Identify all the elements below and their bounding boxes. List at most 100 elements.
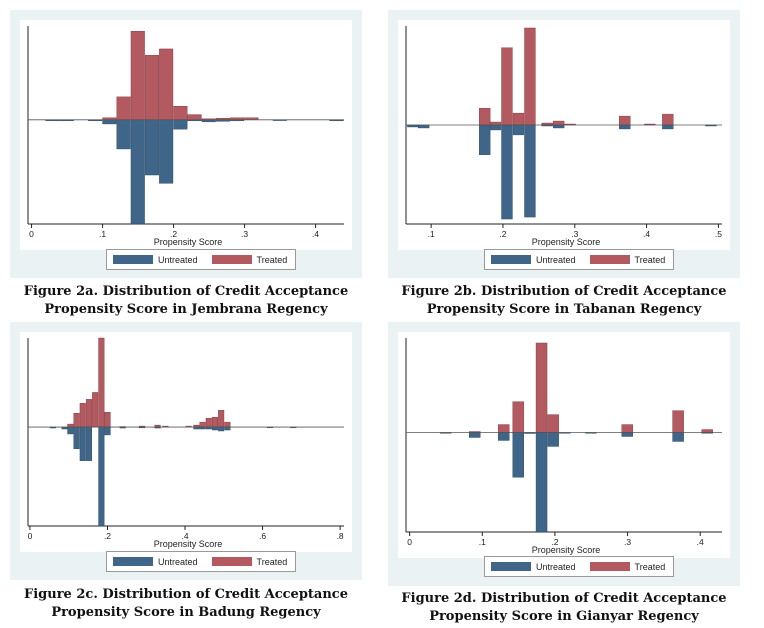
legend-swatch-untreated bbox=[491, 255, 531, 264]
x-tick-label: .4 bbox=[181, 531, 188, 541]
histogram-a: 0 .1 .2 .3 .4 Propensity Score bbox=[27, 26, 344, 247]
treated-bar bbox=[524, 27, 536, 126]
untreated-bar bbox=[553, 124, 565, 129]
treated-bar bbox=[205, 417, 212, 428]
caption-c-line-2: Propensity Score in Badung Regency bbox=[51, 605, 321, 620]
untreated-bar bbox=[524, 124, 536, 218]
histogram-c: 0 .2 .4 .6 .8 Propensity Score bbox=[27, 337, 344, 549]
caption-b-line-2: Propensity Score in Tabanan Regency bbox=[426, 302, 702, 317]
legend-label-treated: Treated bbox=[256, 254, 288, 265]
treated-bar bbox=[701, 429, 713, 433]
x-axis-title: Propensity Score bbox=[154, 237, 223, 247]
chart-panel-c: 0 .2 .4 .6 .8 Propensity Score Untreated Trea… bbox=[10, 322, 362, 580]
untreated-bar bbox=[418, 124, 430, 129]
x-axis-title: Propensity Score bbox=[532, 545, 601, 555]
x-tick-label: .2 bbox=[551, 537, 558, 547]
untreated-bar bbox=[102, 119, 117, 125]
chart-panel-b: .1 .2 .3 .4 .5 Propensity Score Untreated Tre… bbox=[388, 10, 740, 278]
treated-bar bbox=[85, 399, 92, 428]
x-tick-label: .2 bbox=[104, 531, 111, 541]
untreated-bar bbox=[619, 124, 631, 130]
untreated-bar bbox=[535, 432, 548, 533]
legend-label-treated: Treated bbox=[634, 561, 666, 572]
treated-bar bbox=[619, 115, 631, 126]
x-tick-label: .3 bbox=[241, 229, 248, 239]
x-tick-label: .4 bbox=[643, 229, 650, 239]
treated-bar bbox=[479, 107, 491, 126]
treated-bar bbox=[199, 421, 206, 428]
x-tick-label: .8 bbox=[337, 531, 344, 541]
legend-swatch-untreated bbox=[113, 255, 153, 264]
untreated-bar bbox=[547, 432, 559, 447]
legend-label-untreated: Untreated bbox=[536, 254, 576, 265]
untreated-bar bbox=[468, 432, 481, 438]
x-tick-label: .4 bbox=[312, 229, 319, 239]
treated-bar bbox=[662, 113, 674, 126]
caption-b-line-1: Figure 2b. Distribution of Credit Accept… bbox=[401, 284, 727, 299]
treated-bar bbox=[79, 403, 86, 428]
treated-bar bbox=[187, 114, 202, 120]
treated-bar bbox=[98, 337, 105, 428]
chart-panel-d: 0 .1 .2 .3 .4 Propensity Score Untreated Trea… bbox=[388, 322, 740, 586]
legend-label-treated: Treated bbox=[256, 556, 288, 567]
x-tick-label: .4 bbox=[697, 537, 704, 547]
caption-a-line-1: Figure 2a. Distribution of Credit Accept… bbox=[23, 284, 349, 299]
treated-bar bbox=[535, 342, 548, 433]
x-tick-label: 0 bbox=[29, 229, 34, 239]
untreated-bar bbox=[144, 119, 159, 176]
x-tick-label: 0 bbox=[407, 537, 412, 547]
untreated-bar bbox=[159, 119, 174, 184]
treated-bar bbox=[159, 48, 174, 120]
caption-a-line-2: Propensity Score in Jembrana Regency bbox=[44, 302, 328, 317]
untreated-bar bbox=[489, 124, 502, 131]
x-tick-label: 0 bbox=[28, 531, 33, 541]
legend-b: Untreated Treated bbox=[484, 249, 675, 270]
treated-bar bbox=[144, 54, 159, 120]
caption-b: Figure 2b. Distribution of Credit Accept… bbox=[388, 283, 740, 319]
legend-c: Untreated Treated bbox=[106, 551, 297, 572]
plot-area-c: 0 .2 .4 .6 .8 Propensity Score bbox=[20, 332, 352, 552]
untreated-bar bbox=[211, 426, 218, 431]
treated-bar bbox=[211, 416, 218, 428]
chart-panel-a: 0 .1 .2 .3 .4 Propensity Score Untreated Trea… bbox=[10, 10, 362, 278]
x-axis-title: Propensity Score bbox=[532, 237, 601, 247]
legend-label-treated: Treated bbox=[634, 254, 666, 265]
caption-c: Figure 2c. Distribution of Credit Accept… bbox=[10, 586, 362, 622]
histogram-b: .1 .2 .3 .4 .5 Propensity Score bbox=[405, 26, 722, 247]
treated-bar bbox=[512, 112, 525, 126]
x-tick-label: .1 bbox=[479, 537, 486, 547]
treated-bar bbox=[553, 120, 565, 126]
untreated-bar bbox=[224, 426, 231, 431]
plot-area-a: 0 .1 .2 .3 .4 Propensity Score bbox=[20, 20, 352, 250]
untreated-bar bbox=[498, 432, 510, 441]
x-tick-label: .6 bbox=[259, 531, 266, 541]
legend-swatch-treated bbox=[589, 562, 630, 571]
legend-swatch-untreated bbox=[491, 562, 531, 571]
legend-label-untreated: Untreated bbox=[158, 254, 198, 265]
caption-d-line-2: Propensity Score in Gianyar Regency bbox=[429, 609, 699, 624]
treated-bar bbox=[73, 412, 80, 428]
plot-area-b: .1 .2 .3 .4 .5 Propensity Score bbox=[398, 20, 730, 250]
treated-bar bbox=[173, 106, 188, 120]
untreated-bar bbox=[130, 119, 145, 225]
untreated-bar bbox=[501, 124, 513, 220]
treated-bar bbox=[621, 424, 633, 433]
caption-c-line-1: Figure 2c. Distribution of Credit Accept… bbox=[24, 587, 348, 602]
legend-swatch-treated bbox=[211, 255, 252, 264]
untreated-bar bbox=[79, 426, 86, 461]
x-tick-label: .1 bbox=[99, 229, 106, 239]
untreated-bar bbox=[85, 426, 92, 461]
caption-a: Figure 2a. Distribution of Credit Accept… bbox=[10, 283, 362, 319]
treated-bar bbox=[218, 410, 225, 428]
x-axis-title: Propensity Score bbox=[154, 539, 223, 549]
legend-swatch-treated bbox=[211, 557, 252, 566]
treated-bar bbox=[672, 410, 684, 433]
treated-bar bbox=[116, 96, 131, 120]
x-tick-label: .1 bbox=[428, 229, 435, 239]
legend-a: Untreated Treated bbox=[106, 249, 297, 270]
treated-bar bbox=[130, 31, 145, 120]
legend-label-untreated: Untreated bbox=[158, 556, 198, 567]
x-tick-label: .3 bbox=[624, 537, 631, 547]
histogram-d: 0 .1 .2 .3 .4 Propensity Score bbox=[405, 338, 722, 555]
untreated-bar bbox=[512, 124, 525, 136]
